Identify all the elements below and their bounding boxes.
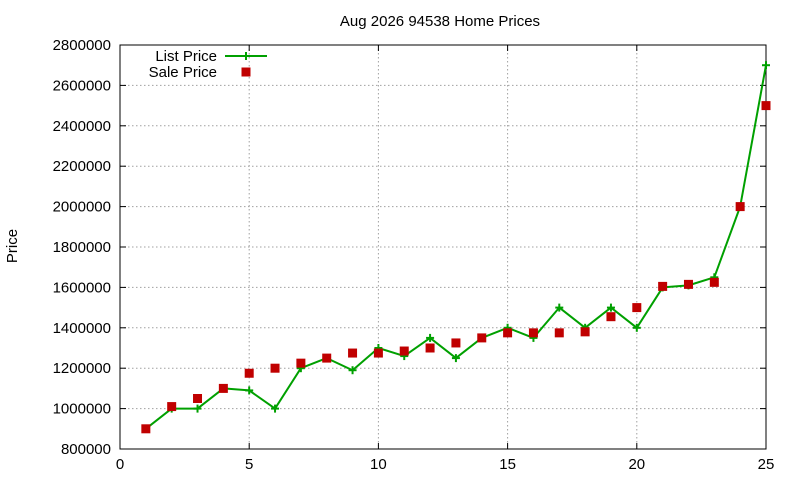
data-point (270, 363, 280, 373)
data-point (761, 101, 771, 111)
data-point (141, 424, 151, 434)
data-point (580, 327, 590, 337)
x-tick-label: 15 (499, 456, 516, 473)
data-point (399, 346, 409, 356)
y-tick-label: 1000000 (53, 401, 111, 418)
data-point (244, 368, 254, 378)
legend-label: List Price (155, 48, 217, 65)
data-point (683, 279, 693, 289)
data-point (348, 366, 357, 375)
x-tick-label: 10 (370, 456, 387, 473)
grid-lines (120, 45, 766, 449)
x-tick-label: 5 (245, 456, 253, 473)
x-tick-label: 20 (628, 456, 645, 473)
y-tick-label: 2000000 (53, 199, 111, 216)
y-axis-label: Price (4, 229, 21, 263)
data-point (425, 343, 435, 353)
y-tick-label: 1400000 (53, 320, 111, 337)
data-point (709, 277, 719, 287)
data-series (141, 61, 771, 434)
data-point (503, 328, 513, 338)
data-point (271, 404, 280, 413)
y-tick-label: 2600000 (53, 77, 111, 94)
data-point (373, 348, 383, 358)
data-point (632, 323, 641, 332)
data-point (477, 333, 487, 343)
legend-marker (241, 67, 251, 77)
tick-labels: 0 5 10 15 20 25 800000 1000000 1200000 1400000 160… (53, 37, 775, 473)
data-point (606, 312, 616, 322)
data-point (451, 338, 461, 348)
data-point (735, 202, 745, 212)
data-point (658, 281, 668, 291)
data-point (554, 328, 564, 338)
y-tick-label: 2400000 (53, 118, 111, 135)
legend-label: Sale Price (149, 64, 217, 81)
data-point (193, 404, 202, 413)
y-tick-label: 1600000 (53, 279, 111, 296)
y-tick-label: 2800000 (53, 37, 111, 54)
data-point (632, 303, 642, 313)
x-tick-label: 0 (116, 456, 124, 473)
data-point (245, 386, 254, 395)
y-tick-label: 1200000 (53, 360, 111, 377)
data-point (218, 383, 228, 393)
data-point (528, 328, 538, 338)
y-tick-label: 800000 (61, 441, 111, 458)
data-point (167, 402, 177, 412)
data-point (193, 394, 203, 403)
chart-title: Aug 2026 94538 Home Prices (340, 13, 540, 30)
legend-marker (242, 52, 250, 60)
data-point (451, 354, 460, 363)
data-point (426, 333, 435, 342)
x-tick-label: 25 (758, 456, 775, 473)
y-tick-label: 2200000 (53, 158, 111, 175)
data-point (348, 348, 358, 358)
data-point (296, 358, 306, 368)
data-point (606, 303, 615, 312)
data-point (322, 353, 332, 363)
series-sale-price (141, 101, 771, 434)
y-tick-label: 1800000 (53, 239, 111, 256)
axes (119, 44, 767, 450)
data-point (555, 303, 564, 312)
data-point (762, 61, 770, 70)
